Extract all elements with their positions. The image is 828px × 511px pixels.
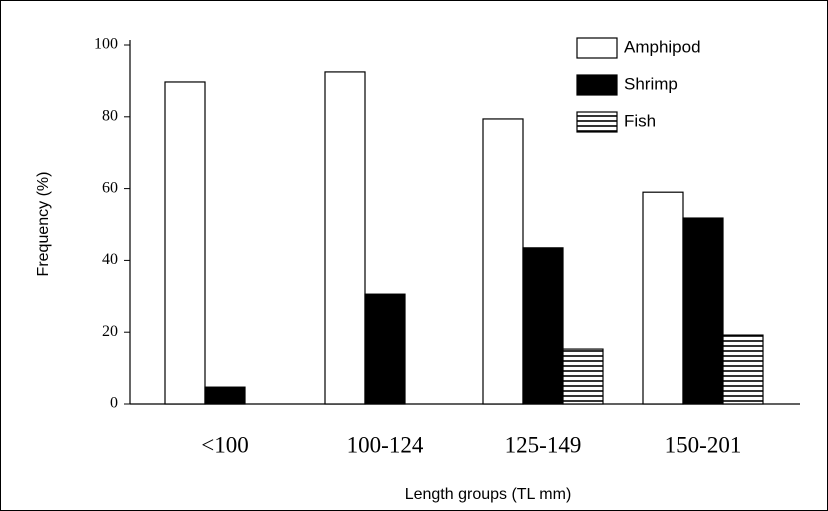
legend-swatch	[576, 37, 618, 59]
legend-label: Fish	[624, 111, 656, 130]
y-tick-label: 0	[110, 395, 118, 412]
bar	[324, 71, 366, 405]
y-axis-title: Frequency (%)	[35, 172, 52, 277]
bar	[482, 118, 524, 405]
bar	[164, 81, 206, 405]
bar	[682, 217, 724, 405]
bar	[722, 334, 764, 405]
legend-label: Shrimp	[624, 74, 678, 93]
y-tick-label: 100	[94, 36, 118, 53]
bar	[364, 293, 406, 405]
bar	[204, 386, 246, 405]
bar	[562, 348, 604, 405]
y-tick-label: 80	[102, 107, 118, 124]
y-tick-label: 20	[102, 323, 118, 340]
bar	[642, 191, 684, 405]
x-tick-label: 125-149	[505, 432, 582, 457]
x-tick-label: 100-124	[347, 432, 424, 457]
x-tick-label: 150-201	[665, 432, 742, 457]
legend-swatch	[576, 74, 618, 96]
legend-swatch	[576, 111, 618, 133]
y-tick-label: 60	[102, 179, 118, 196]
y-tick-label: 40	[102, 251, 118, 268]
legend-label: Amphipod	[624, 37, 701, 56]
bar	[522, 247, 564, 405]
x-tick-label: <100	[201, 432, 248, 457]
x-axis-title: Length groups (TL mm)	[405, 486, 572, 503]
